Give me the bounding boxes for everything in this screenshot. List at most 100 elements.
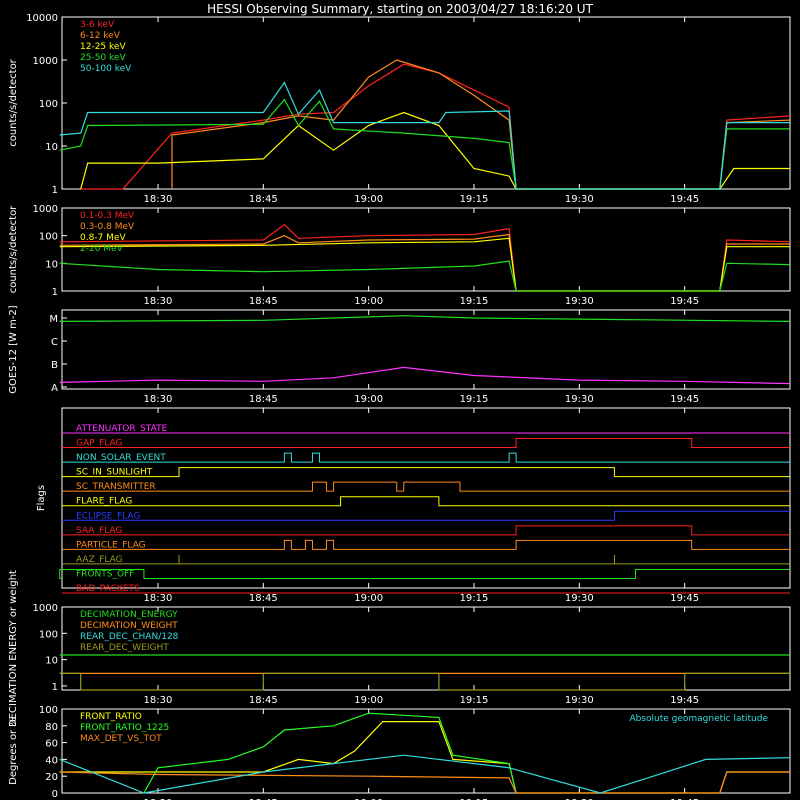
x-tick-label: 18:30 [144, 394, 173, 405]
panel-frame [61, 207, 791, 292]
series-line [59, 672, 790, 691]
panel-frame [61, 309, 791, 390]
x-tick-label: 18:45 [249, 798, 278, 800]
y-tick-label: M [49, 314, 58, 325]
legend-gap_flag: GAP_FLAG [76, 439, 122, 449]
series-line [143, 712, 517, 794]
legend-attenuator_state: ATTENUATOR_STATE [76, 424, 168, 434]
legend-non_solar_event: NON_SOLAR_EVENT [76, 453, 166, 463]
x-tick-label: 19:00 [354, 593, 383, 604]
panel-4: Flags 18:30 18:45 19:00 19:15 19:30 19:45 ATTEN… [36, 407, 791, 604]
legend-aaz_flag: AAZ_FLAG [76, 555, 123, 565]
x-tick-label: 19:45 [670, 798, 699, 800]
panel-2: 1 10 100 1000 counts/s/detector 18:30 18:45 19:… [8, 204, 791, 307]
y-tick-label: 100 [39, 629, 58, 640]
legend-entry: 25-50 keV [80, 53, 126, 63]
x-tick-label: 18:45 [249, 394, 278, 405]
legend-particle_flag: PARTICLE_FLAG [76, 540, 146, 550]
legend-entry: 0.8-7 MeV [80, 233, 126, 243]
x-tick-label: 19:15 [460, 695, 489, 706]
series-line [59, 260, 791, 292]
annotation: Absolute geomagnetic latitude [629, 714, 768, 724]
legend-entry: 50-100 keV [80, 64, 132, 74]
flag-line [62, 554, 790, 565]
y-tick-label: 80 [45, 722, 58, 733]
x-tick-label: 18:30 [144, 695, 173, 706]
legend-entry: MAX_DET_VS_TOT [80, 734, 162, 744]
y-tick-label: 0 [52, 789, 58, 800]
legend-saa_flag: SAA_FLAG [76, 526, 122, 536]
y-tick-label: C [51, 337, 58, 348]
x-tick-label: 19:45 [670, 593, 699, 604]
x-tick-label: 19:00 [354, 798, 383, 800]
legend-entry: 0.3-0.8 MeV [80, 222, 135, 232]
x-tick-label: 19:15 [460, 194, 489, 205]
y-tick-label: 1000 [33, 603, 58, 614]
panel-6: 0 20 40 60 80 100 Degrees or % 18:30 18:45 19:00 1… [8, 705, 791, 800]
y-tick-label: 1 [52, 287, 58, 298]
y-axis-label: counts/s/detector [8, 205, 19, 293]
legend-eclipse_flag: ECLIPSE_FLAG [76, 511, 140, 521]
y-axis-label: DECIMATION ENERGY or weight [8, 570, 19, 727]
x-tick-label: 18:30 [144, 296, 173, 307]
legend-entry: REAR_DEC_WEIGHT [80, 643, 169, 653]
x-tick-label: 19:15 [460, 798, 489, 800]
series-line [59, 223, 791, 292]
panel-frame [61, 606, 791, 691]
series-line [59, 233, 790, 292]
x-tick-label: 19:45 [670, 394, 699, 405]
y-tick-label: 1 [52, 682, 58, 693]
x-tick-label: 19:00 [354, 194, 383, 205]
x-tick-label: 19:00 [354, 695, 383, 706]
legend-entry: 6-12 keV [80, 31, 121, 41]
series-line [59, 771, 790, 794]
flag-line [62, 467, 790, 478]
x-tick-label: 18:45 [249, 296, 278, 307]
legend-bad_packets: BAD_PACKETS [76, 584, 140, 594]
legend-entry: 3-6 keV [80, 20, 115, 30]
x-tick-label: 19:30 [565, 593, 594, 604]
flag-line [62, 452, 790, 463]
legend-entry: REAR_DEC_CHAN/128 [80, 632, 179, 642]
panel-5: 1 10 100 1000 DECIMATION ENERGY or weight 18:… [8, 570, 791, 727]
legend-flare_flag: FLARE_FLAG [76, 497, 132, 507]
legend-sc_in_sunlight: SC_IN_SUNLIGHT [76, 468, 153, 478]
y-tick-label: 10 [45, 656, 58, 667]
series-line [59, 81, 790, 190]
series-line [59, 237, 790, 292]
x-tick-label: 18:30 [144, 798, 173, 800]
panel-3: A B C M GOES-12 [W m-2] 18:30 18:45 19:00 19:15 1… [8, 305, 791, 405]
chart-title: HESSI Observing Summary, starting on 200… [207, 2, 593, 16]
y-axis-label: counts/s/detector [8, 58, 19, 146]
x-tick-label: 19:30 [565, 798, 594, 800]
y-axis-label: Flags [36, 485, 47, 511]
legend-entry: FRONT_RATIO_1225 [80, 723, 169, 733]
series-line [59, 754, 791, 794]
x-tick-label: 19:15 [460, 394, 489, 405]
x-tick-label: 19:30 [565, 394, 594, 405]
x-tick-label: 19:30 [565, 296, 594, 307]
legend-entry: 12-25 keV [80, 42, 126, 52]
y-tick-label: 10 [45, 259, 58, 270]
x-tick-label: 19:45 [670, 695, 699, 706]
y-tick-label: 1000 [33, 56, 58, 67]
y-tick-label: 100 [39, 705, 58, 716]
x-tick-label: 19:15 [460, 296, 489, 307]
flag-line [62, 496, 790, 507]
x-tick-label: 19:00 [354, 296, 383, 307]
y-tick-label: 1 [52, 185, 58, 196]
y-tick-label: A [51, 383, 58, 394]
x-tick-label: 19:45 [670, 194, 699, 205]
x-tick-label: 18:30 [144, 194, 173, 205]
legend-entry: DECIMATION_ENERGY [80, 610, 178, 620]
x-tick-label: 19:30 [565, 695, 594, 706]
y-tick-label: 100 [39, 99, 58, 110]
y-tick-label: 10000 [26, 13, 58, 24]
x-tick-label: 18:30 [144, 593, 173, 604]
legend-entry: 2-20 MeV [80, 244, 124, 254]
panel-frame [61, 407, 791, 589]
x-tick-label: 19:45 [670, 296, 699, 307]
panel-frame [61, 16, 791, 190]
y-axis-label: GOES-12 [W m-2] [8, 305, 19, 393]
